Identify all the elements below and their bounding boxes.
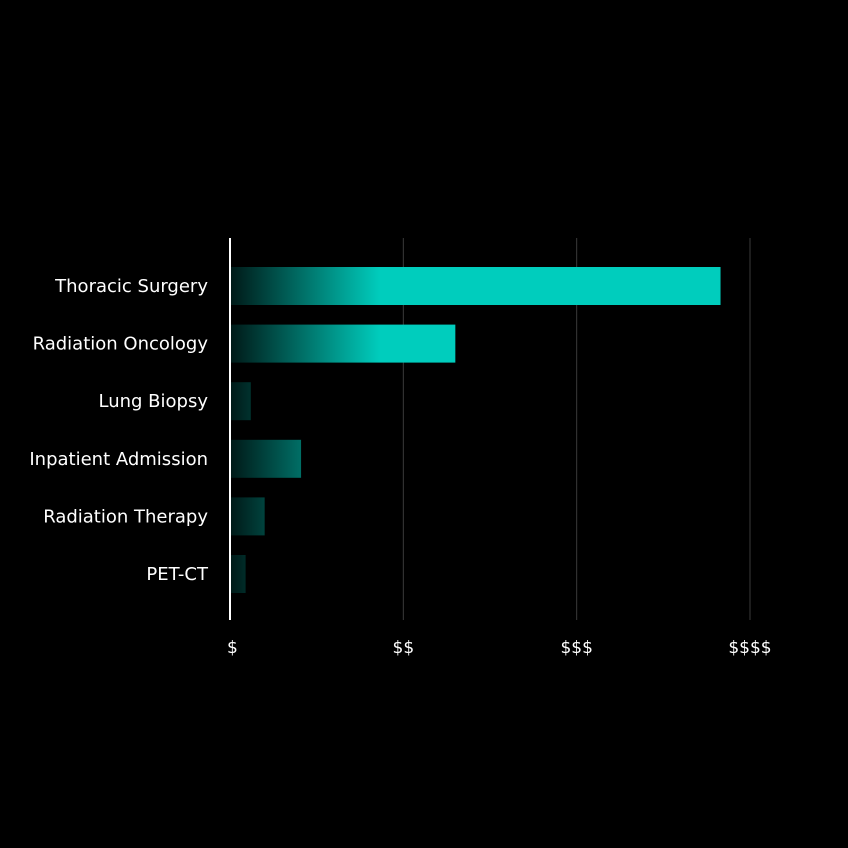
bar <box>230 382 251 421</box>
x-tick-label: $$$$ <box>728 638 771 658</box>
bar <box>230 324 456 363</box>
category-label: Thoracic Surgery <box>54 276 208 297</box>
category-label: Inpatient Admission <box>29 449 208 470</box>
category-label: Radiation Therapy <box>43 506 208 527</box>
x-tick-labels: $ $$ $$$ $$$$ <box>227 638 772 658</box>
category-labels: Thoracic Surgery Radiation Oncology Lung B… <box>29 276 209 585</box>
bars <box>230 267 721 593</box>
bar <box>230 267 721 305</box>
category-label: Radiation Oncology <box>33 334 209 355</box>
bar <box>230 555 246 593</box>
x-tick-label: $$$ <box>560 638 592 658</box>
x-tick-label: $$ <box>393 638 415 658</box>
bar <box>230 497 265 536</box>
category-label: Lung Biopsy <box>99 391 209 412</box>
x-tick-label: $ <box>227 638 238 658</box>
category-label: PET-CT <box>146 564 209 585</box>
bar <box>230 439 302 478</box>
